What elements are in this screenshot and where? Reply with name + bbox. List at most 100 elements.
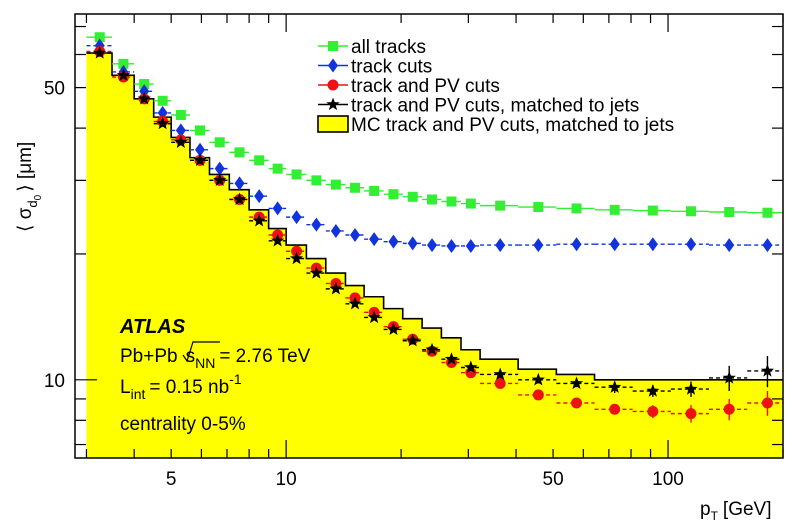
y-axis-title-subsub: 0 (33, 194, 44, 200)
lumi-sub: int (131, 386, 146, 402)
data-point-star (569, 376, 584, 390)
plot-inner (86, 32, 783, 458)
data-point-square (214, 137, 225, 148)
data-point-square (330, 179, 341, 190)
data-point-star (531, 372, 545, 386)
data-point-diamond (495, 238, 506, 253)
data-point-square (533, 202, 544, 213)
data-point-diamond (214, 161, 225, 176)
data-point-square (139, 79, 150, 90)
data-point-star (329, 281, 343, 295)
data-point-star (116, 68, 131, 81)
data-point-square (291, 169, 302, 180)
data-point-square (465, 198, 476, 209)
data-point-star (406, 333, 420, 347)
axis-titles: pT [GeV] ⟨ σd0 ⟩ [μm] (15, 142, 772, 522)
data-point-star (289, 251, 304, 265)
y-tick-label: 50 (44, 79, 65, 100)
legend-item: MC track and PV cuts, matched to jets (317, 115, 674, 136)
x-axis-title-p: p (700, 499, 711, 520)
data-point-diamond (685, 237, 696, 252)
plot-area (86, 32, 783, 458)
data-point-square (647, 205, 658, 216)
data-point-diamond (157, 105, 168, 120)
data-point-square (369, 185, 380, 196)
data-point-square (118, 58, 129, 69)
data-point-diamond (369, 232, 380, 247)
data-point-star (348, 296, 362, 310)
data-point-square (350, 182, 361, 193)
data-point-diamond (388, 234, 399, 249)
data-point-circle (609, 403, 621, 415)
data-point-diamond (446, 238, 457, 253)
x-axis-title-sub: T (711, 509, 719, 522)
data-point-star (156, 116, 170, 130)
energy-value: = 2.76 TeV (219, 346, 310, 367)
data-point-diamond (330, 223, 341, 238)
data-point-star (93, 46, 107, 59)
data-point-star (193, 153, 207, 166)
data-point-diamond (533, 238, 544, 253)
y-axis-title-close: ⟩ [μm] (15, 142, 36, 192)
x-axis-title: pT [GeV] (700, 499, 772, 522)
annotation-block: ATLAS Pb+Pb sNN = 2.76 TeV Lint = 0.15 nb-1… (119, 316, 311, 435)
data-point-diamond (311, 217, 322, 232)
data-point-star (232, 192, 247, 206)
system-prefix: Pb+Pb (120, 346, 178, 367)
data-point-square (427, 194, 438, 205)
data-point-diamond (407, 236, 418, 251)
legend-marker (328, 58, 338, 73)
x-axis-title-unit: [GeV] (723, 499, 772, 520)
data-point-circle (761, 397, 773, 409)
y-axis-title-sub: d (25, 200, 40, 207)
legend-marker (327, 79, 339, 91)
data-point-square (571, 203, 582, 214)
data-point-star (608, 380, 622, 393)
lumi-prefix: L (120, 377, 131, 398)
data-point-diamond (234, 176, 245, 191)
data-point-diamond (724, 238, 735, 253)
legend-label: all tracks (351, 37, 426, 58)
data-point-square (407, 191, 418, 202)
data-point-square (234, 147, 245, 158)
y-axis-title: ⟨ σd0 ⟩ [μm] (15, 142, 44, 232)
sqrt-symbol (182, 341, 220, 363)
data-point-square (272, 163, 283, 174)
data-point-star (309, 266, 324, 279)
data-point-star (760, 363, 775, 377)
data-point-diamond (254, 189, 265, 204)
data-point-circle (532, 389, 544, 401)
data-point-square (495, 200, 506, 211)
sqrt-sub: NN (195, 355, 215, 371)
data-point-square (157, 95, 168, 106)
legend-item: all tracks (318, 37, 426, 58)
data-point-star (386, 322, 401, 336)
legend-label: track and PV cuts (351, 76, 500, 97)
axes: 5 10 50 100 10 50 (44, 13, 784, 490)
y-tick-label: 10 (44, 371, 65, 392)
legend-label: MC track and PV cuts, matched to jets (351, 115, 674, 136)
data-point-star (684, 382, 698, 395)
data-point-square (254, 155, 265, 166)
data-point-square (446, 196, 457, 207)
legend-item: track cuts (318, 57, 432, 78)
data-point-square (724, 207, 735, 218)
legend-label: track and PV cuts, matched to jets (351, 96, 639, 117)
y-axis-title-open: ⟨ σ (15, 207, 36, 232)
data-point-star (213, 173, 227, 187)
data-point-circle (723, 403, 735, 415)
plot-frame (74, 13, 784, 459)
centrality-label: centrality 0-5% (120, 414, 246, 435)
data-point-star (367, 310, 381, 324)
data-point-circle (647, 405, 659, 417)
data-point-diamond (291, 210, 302, 225)
data-point-diamond (465, 238, 476, 253)
data-point-square (311, 175, 322, 186)
data-point-star (722, 370, 736, 384)
data-point-star (444, 352, 459, 365)
lumi-exp: -1 (229, 371, 242, 387)
data-point-star (464, 360, 478, 374)
data-point-star (137, 91, 151, 105)
